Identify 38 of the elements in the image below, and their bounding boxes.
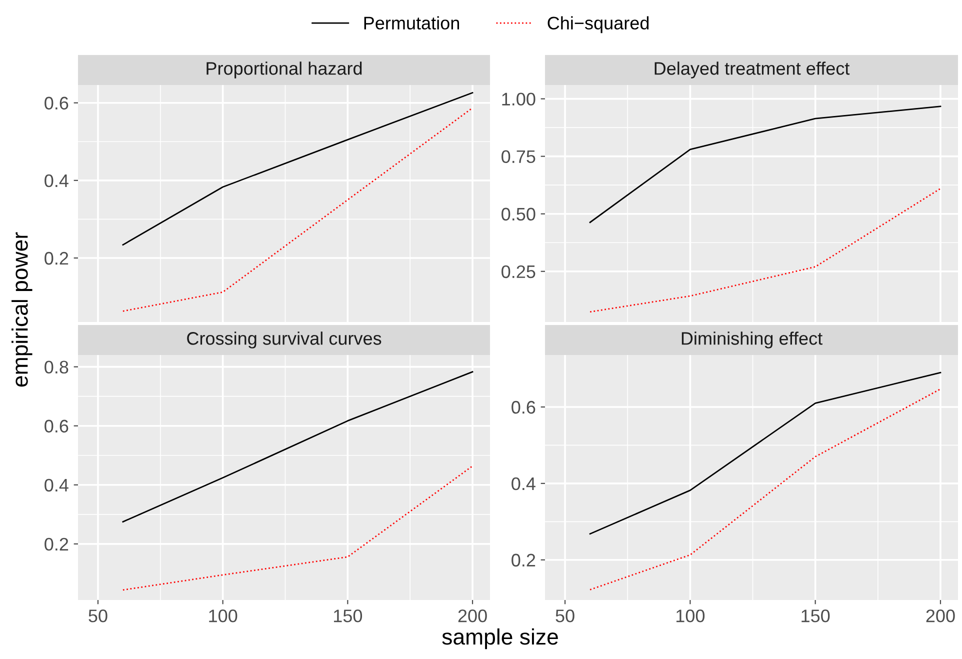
x-tick-label: 50 <box>88 610 108 622</box>
y-tick-label: 0.75 <box>502 150 536 164</box>
line-series <box>589 188 942 313</box>
legend-label: Chi−squared <box>548 16 649 34</box>
y-tick-label: 0.4 <box>44 174 68 188</box>
line-series <box>122 92 474 246</box>
line-series <box>122 465 474 591</box>
y-tick-label: 0.6 <box>44 420 68 433</box>
x-tick-label: 50 <box>556 610 574 622</box>
y-tick-label: 0.50 <box>502 208 536 221</box>
y-tick-label: 0.2 <box>44 252 68 265</box>
y-tick-label: 1.00 <box>502 92 536 106</box>
y-tick-label: 0.6 <box>512 400 536 414</box>
y-tick-label: 0.4 <box>44 478 68 492</box>
x-tick-label: 100 <box>676 610 705 622</box>
x-tick-label: 200 <box>458 610 487 622</box>
line-series <box>122 107 474 312</box>
y-tick-label: 0.25 <box>502 265 536 278</box>
y-tick-label: 0.2 <box>512 554 536 567</box>
x-tick-label: 150 <box>334 610 362 622</box>
y-tick-label: 0.4 <box>512 477 536 490</box>
y-tick-label: 0.6 <box>44 96 68 110</box>
y-tick-label: 0.2 <box>44 538 68 551</box>
chart-title: Diminishing effect <box>682 332 822 348</box>
x-tick-label: 200 <box>926 610 955 622</box>
line-series <box>589 388 942 590</box>
x-axis-title: sample size <box>442 628 558 650</box>
x-tick-label: 100 <box>209 610 238 622</box>
x-tick-label: 150 <box>802 610 830 622</box>
line-series <box>589 106 942 224</box>
y-axis-title: empirical power <box>12 232 32 387</box>
line-series <box>122 371 474 522</box>
line-series <box>589 372 942 535</box>
chart-title: Proportional hazard <box>206 62 362 78</box>
chart-title: Delayed treatment effect <box>654 62 850 78</box>
legend-label: Permutation <box>364 16 460 30</box>
y-tick-label: 0.8 <box>44 360 68 374</box>
chart-title: Crossing survival curves <box>187 332 382 348</box>
